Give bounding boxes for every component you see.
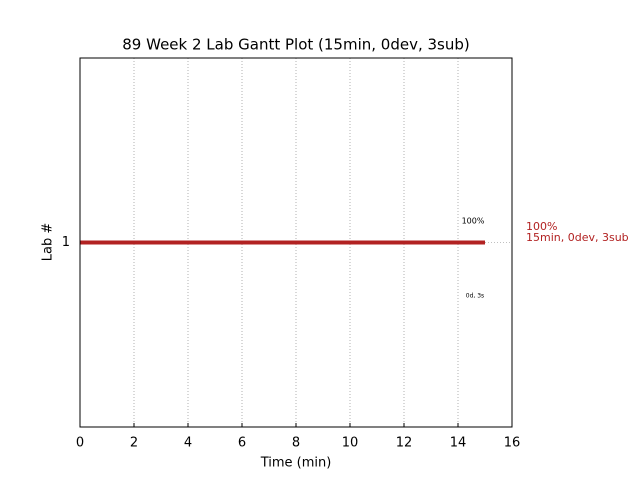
y-tick-label: 1 <box>62 235 70 250</box>
side-annotation: 100% <box>526 220 557 233</box>
x-tick-label: 16 <box>504 436 521 451</box>
x-tick-label: 4 <box>184 436 192 451</box>
bar-annotation: 100% <box>462 217 485 226</box>
x-tick-label: 6 <box>238 436 246 451</box>
bar-annotation: 0d, 3s <box>466 293 484 300</box>
y-axis-label: Lab # <box>41 223 56 262</box>
side-annotation: 15min, 0dev, 3sub <box>526 231 629 244</box>
x-tick-label: 8 <box>292 436 300 451</box>
x-tick-label: 12 <box>396 436 413 451</box>
x-tick-label: 10 <box>342 436 359 451</box>
chart-title: 89 Week 2 Lab Gantt Plot (15min, 0dev, 3… <box>122 36 469 54</box>
x-tick-label: 0 <box>76 436 84 451</box>
plot-frame <box>79 57 513 428</box>
x-tick-label: 14 <box>450 436 467 451</box>
x-tick-label: 2 <box>130 436 138 451</box>
gantt-bar <box>80 240 485 245</box>
x-axis-label: Time (min) <box>260 456 332 471</box>
